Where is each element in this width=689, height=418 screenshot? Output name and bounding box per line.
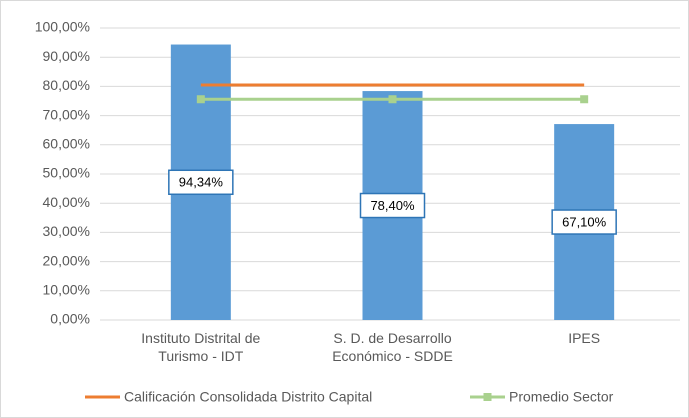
data-label-box <box>551 209 617 235</box>
line-marker <box>196 95 205 104</box>
data-label: 67,10% <box>562 214 607 229</box>
data-label-box <box>168 169 234 196</box>
y-tick-label: 10,00% <box>43 282 90 298</box>
x-tick-label: Instituto Distrital de Turismo - IDT <box>141 330 261 364</box>
y-tick-label: 100,00% <box>35 19 90 35</box>
y-tick-label: 80,00% <box>43 77 90 93</box>
data-label: 94,34% <box>179 175 224 190</box>
line-marker <box>388 95 397 104</box>
y-tick-label: 40,00% <box>43 194 90 210</box>
legend-label: Calificación Consolidada Distrito Capita… <box>124 389 372 405</box>
data-label-box <box>359 192 426 219</box>
data-label: 78,40% <box>370 198 415 213</box>
y-tick-label: 90,00% <box>43 48 90 64</box>
y-tick-label: 20,00% <box>43 252 90 268</box>
legend-marker <box>483 393 492 401</box>
y-tick-label: 50,00% <box>43 165 90 181</box>
legend-label: Promedio Sector <box>509 389 614 405</box>
x-tick-label: IPES <box>568 330 601 346</box>
y-tick-label: 0,00% <box>50 311 90 327</box>
line-marker <box>580 95 589 104</box>
y-tick-label: 70,00% <box>43 106 90 122</box>
y-tick-label: 30,00% <box>43 223 90 239</box>
x-tick-label: S. D. de Desarrollo Económico - SDDE <box>332 330 453 364</box>
y-tick-label: 60,00% <box>43 136 90 152</box>
